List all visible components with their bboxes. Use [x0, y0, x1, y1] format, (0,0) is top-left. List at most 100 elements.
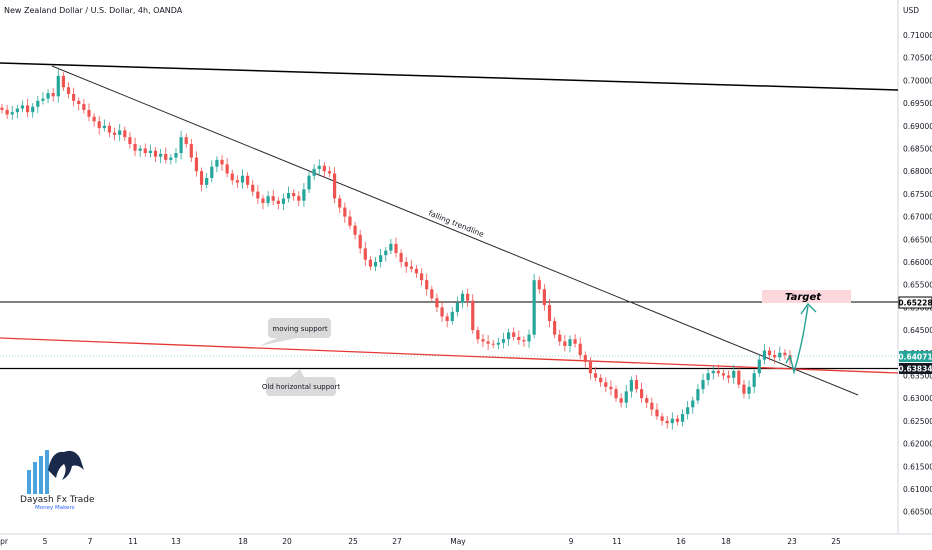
candle[interactable] — [696, 384, 700, 405]
candle[interactable] — [686, 400, 690, 420]
candle[interactable] — [455, 296, 460, 317]
candle[interactable] — [501, 332, 506, 349]
candle[interactable] — [435, 293, 439, 312]
candle[interactable] — [332, 167, 337, 203]
candle[interactable] — [317, 159, 321, 175]
candle[interactable] — [583, 351, 587, 368]
candle[interactable] — [153, 147, 158, 163]
candle[interactable] — [783, 349, 787, 360]
candle[interactable] — [322, 162, 326, 178]
candle[interactable] — [665, 415, 669, 429]
candle[interactable] — [742, 379, 746, 399]
candle[interactable] — [133, 137, 137, 157]
candle[interactable] — [235, 175, 239, 188]
candle[interactable] — [41, 92, 45, 105]
candle[interactable] — [599, 374, 603, 387]
candles[interactable] — [0, 69, 792, 430]
candle[interactable] — [118, 123, 122, 142]
candle[interactable] — [527, 329, 531, 348]
candle[interactable] — [266, 191, 270, 207]
candle[interactable] — [138, 144, 142, 158]
candle[interactable] — [752, 369, 756, 394]
candle[interactable] — [312, 163, 316, 181]
candle[interactable] — [220, 154, 224, 171]
candle[interactable] — [609, 380, 613, 396]
moving-support-line[interactable] — [0, 337, 899, 374]
candle[interactable] — [205, 173, 209, 189]
candle[interactable] — [762, 344, 767, 365]
candle[interactable] — [419, 268, 424, 286]
candle[interactable] — [496, 337, 500, 350]
candle[interactable] — [20, 100, 25, 113]
candle[interactable] — [425, 273, 429, 296]
target-box[interactable] — [762, 290, 851, 303]
candle[interactable] — [353, 222, 357, 240]
candle[interactable] — [440, 301, 444, 322]
candle[interactable] — [767, 346, 772, 361]
candle[interactable] — [773, 350, 777, 364]
candle[interactable] — [711, 365, 715, 380]
candle[interactable] — [747, 380, 751, 400]
candle[interactable] — [246, 172, 250, 189]
candle[interactable] — [348, 210, 352, 230]
candle[interactable] — [460, 290, 465, 309]
candle[interactable] — [542, 284, 546, 311]
candle[interactable] — [593, 366, 598, 382]
candle[interactable] — [384, 247, 388, 262]
candle[interactable] — [10, 105, 14, 120]
candle[interactable] — [778, 346, 782, 361]
candle[interactable] — [292, 189, 296, 201]
candle[interactable] — [97, 116, 101, 135]
candle[interactable] — [307, 172, 311, 193]
candle[interactable] — [568, 335, 572, 353]
upper-trendline[interactable] — [0, 62, 899, 91]
candle[interactable] — [701, 373, 705, 394]
candle[interactable] — [404, 257, 408, 273]
candle[interactable] — [716, 364, 720, 377]
candle[interactable] — [72, 87, 76, 107]
candle[interactable] — [757, 354, 761, 377]
candle[interactable] — [164, 147, 168, 164]
candle[interactable] — [56, 69, 60, 103]
candle[interactable] — [414, 265, 419, 278]
candle[interactable] — [276, 197, 280, 210]
candle[interactable] — [373, 257, 378, 272]
candle[interactable] — [522, 336, 526, 347]
candle[interactable] — [532, 273, 536, 339]
candle[interactable] — [25, 99, 30, 117]
candle[interactable] — [655, 403, 659, 420]
candle[interactable] — [399, 249, 403, 268]
candle[interactable] — [286, 186, 291, 203]
candle[interactable] — [123, 126, 127, 141]
candle[interactable] — [15, 104, 19, 119]
candle[interactable] — [271, 189, 275, 206]
candle[interactable] — [31, 103, 35, 118]
candle[interactable] — [732, 364, 736, 385]
candle[interactable] — [634, 375, 639, 393]
candle[interactable] — [0, 104, 4, 114]
candle[interactable] — [169, 153, 173, 165]
candle[interactable] — [174, 148, 178, 164]
candle[interactable] — [297, 191, 301, 207]
candle[interactable] — [660, 412, 664, 426]
candle[interactable] — [726, 370, 731, 384]
candle[interactable] — [721, 369, 726, 381]
candle[interactable] — [614, 385, 618, 402]
candle[interactable] — [553, 317, 557, 339]
candle[interactable] — [82, 99, 86, 114]
candle[interactable] — [471, 294, 475, 334]
candle[interactable] — [588, 356, 593, 380]
candle[interactable] — [184, 133, 188, 148]
candle[interactable] — [256, 185, 260, 204]
candle[interactable] — [619, 393, 623, 408]
candle[interactable] — [430, 285, 434, 302]
candle[interactable] — [87, 103, 91, 122]
candle[interactable] — [61, 72, 66, 91]
candle[interactable] — [394, 237, 398, 258]
candle[interactable] — [604, 377, 608, 393]
candle[interactable] — [629, 376, 633, 398]
candle[interactable] — [179, 130, 183, 160]
candle[interactable] — [368, 256, 373, 271]
candle[interactable] — [389, 238, 393, 255]
